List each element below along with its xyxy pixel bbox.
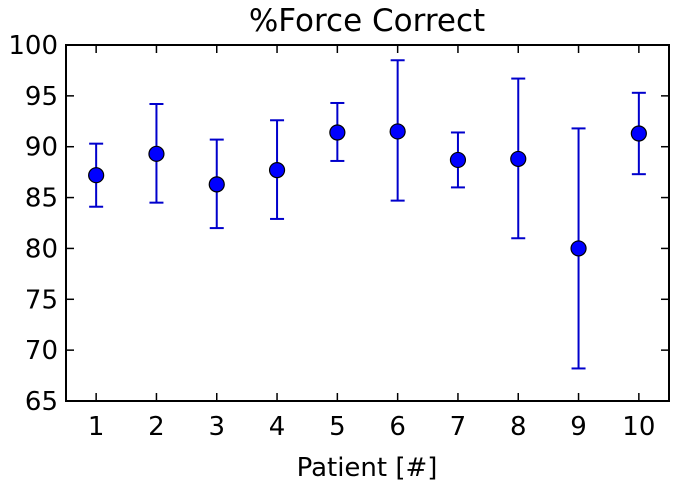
data-point	[510, 150, 527, 168]
chart-title: %Force Correct	[249, 3, 485, 39]
x-tick-label: 2	[148, 412, 165, 442]
error-bar	[208, 138, 225, 230]
data-point	[208, 176, 225, 193]
x-tick-label: 7	[450, 412, 467, 442]
error-bar	[389, 59, 406, 202]
y-tick-label: 85	[25, 184, 58, 214]
y-tick-label: 70	[25, 336, 58, 366]
y-tick-label: 90	[25, 133, 58, 163]
data-point	[389, 123, 406, 140]
x-axis-label: Patient [#]	[297, 453, 438, 483]
data-point	[449, 151, 467, 169]
error-bar	[268, 119, 286, 220]
error-bar	[148, 102, 165, 204]
error-bar	[329, 101, 346, 162]
y-tick-label: 100	[8, 31, 58, 61]
x-tick-label: 9	[570, 412, 587, 442]
error-bar	[630, 91, 647, 176]
x-tick-label: 10	[622, 412, 655, 442]
data-point	[148, 145, 165, 162]
data-point	[88, 167, 105, 184]
x-tick-label: 5	[329, 412, 346, 442]
y-tick-label: 65	[25, 387, 58, 417]
error-bar	[510, 77, 527, 240]
plot-frame	[65, 44, 670, 402]
x-tick-label: 4	[269, 412, 286, 442]
x-tick-label: 3	[208, 412, 225, 442]
error-bar	[449, 131, 467, 189]
x-axis: 1 2 3 4 5 6 7 8 9 10	[88, 45, 655, 442]
error-bar	[88, 142, 105, 208]
data-point	[570, 240, 587, 257]
y-tick-label: 80	[25, 234, 58, 264]
x-tick-label: 6	[389, 412, 406, 442]
x-tick-label: 1	[88, 412, 105, 442]
y-tick-label: 95	[25, 82, 58, 112]
data-point	[630, 125, 647, 142]
error-bar	[570, 127, 587, 370]
data-point	[268, 162, 286, 179]
data-point	[329, 124, 346, 141]
y-tick-label: 75	[25, 285, 58, 315]
x-tick-label: 8	[510, 412, 527, 442]
y-axis: 65 70 75 80 85 90 95 100	[8, 31, 669, 417]
plot-area	[88, 59, 647, 370]
